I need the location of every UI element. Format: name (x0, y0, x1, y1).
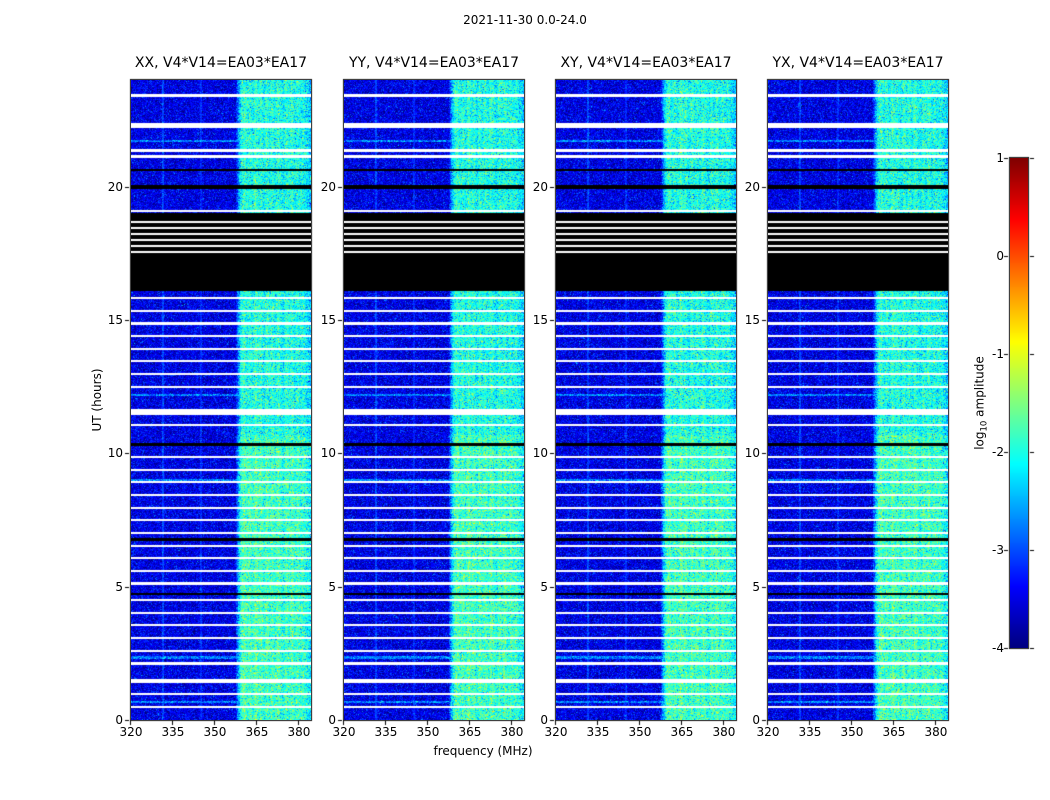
x-tick-label: 320 (119, 725, 143, 739)
y-tick-label: 20 (107, 179, 123, 194)
colorbar-tick-label: 1 (996, 151, 1004, 165)
panel-title-yx: YX, V4*V14=EA03*EA17 (772, 55, 944, 71)
y-tick-label: 5 (540, 579, 548, 594)
y-tick-label: 10 (532, 446, 548, 461)
x-tick-label: 335 (374, 725, 398, 739)
x-tick-label: 365 (882, 725, 906, 739)
heatmap-xy (556, 80, 736, 720)
y-tick-label: 20 (744, 179, 760, 194)
x-tick-label: 350 (628, 725, 652, 739)
heatmap-yx (768, 80, 948, 720)
y-axis-label: UT (hours) (90, 368, 104, 432)
x-tick-label: 350 (840, 725, 864, 739)
colorbar-label-post: amplitude (972, 356, 987, 421)
heatmap-xx (131, 80, 311, 720)
colorbar-tick-label: -2 (992, 445, 1004, 459)
x-tick-label: 380 (712, 725, 736, 739)
x-tick-label: 335 (161, 725, 185, 739)
y-tick-label: 0 (115, 713, 123, 727)
y-tick-label: 15 (744, 313, 760, 327)
x-tick-label: 335 (798, 725, 822, 739)
x-tick-label: 365 (670, 725, 694, 739)
colorbar-tick-label: -1 (992, 347, 1004, 361)
colorbar-tick-label: 0 (996, 249, 1004, 263)
y-tick-label: 5 (115, 579, 123, 594)
x-tick-label: 365 (458, 725, 482, 739)
colorbar-tick-label: -3 (992, 543, 1004, 557)
panel-title-xy: XY, V4*V14=EA03*EA17 (560, 55, 732, 71)
y-tick-label: 0 (752, 713, 760, 727)
panel-title-yy: YY, V4*V14=EA03*EA17 (348, 55, 520, 71)
x-tick-label: 320 (332, 725, 356, 739)
y-tick-label: 15 (320, 313, 336, 327)
x-tick-label: 380 (287, 725, 311, 739)
x-tick-label: 380 (924, 725, 948, 739)
colorbar-gradient (1010, 158, 1028, 648)
y-tick-label: 5 (752, 579, 760, 594)
x-tick-label: 350 (203, 725, 227, 739)
y-tick-label: 20 (320, 179, 336, 194)
x-tick-label: 365 (245, 725, 269, 739)
y-tick-label: 0 (540, 713, 548, 727)
y-tick-label: 15 (532, 313, 548, 327)
y-tick-label: 20 (532, 179, 548, 194)
heatmap-yy (344, 80, 524, 720)
x-axis-label: frequency (MHz) (433, 744, 533, 758)
colorbar-tick-label: -4 (992, 641, 1004, 655)
panel-title-xx: XX, V4*V14=EA03*EA17 (134, 55, 308, 71)
x-tick-label: 320 (544, 725, 568, 739)
x-tick-label: 320 (756, 725, 780, 739)
y-tick-label: 10 (107, 446, 123, 461)
x-tick-label: 380 (500, 725, 524, 739)
figure-title: 2021-11-30 0.0-24.0 (463, 13, 587, 27)
colorbar-label-sub: 10 (979, 420, 990, 432)
y-tick-label: 10 (320, 446, 336, 461)
y-tick-label: 5 (328, 579, 336, 594)
colorbar-label: log10 amplitude (972, 356, 989, 450)
y-tick-label: 10 (744, 446, 760, 461)
x-tick-label: 350 (416, 725, 440, 739)
y-tick-label: 0 (328, 713, 336, 727)
y-tick-label: 15 (107, 313, 123, 327)
x-tick-label: 335 (586, 725, 610, 739)
